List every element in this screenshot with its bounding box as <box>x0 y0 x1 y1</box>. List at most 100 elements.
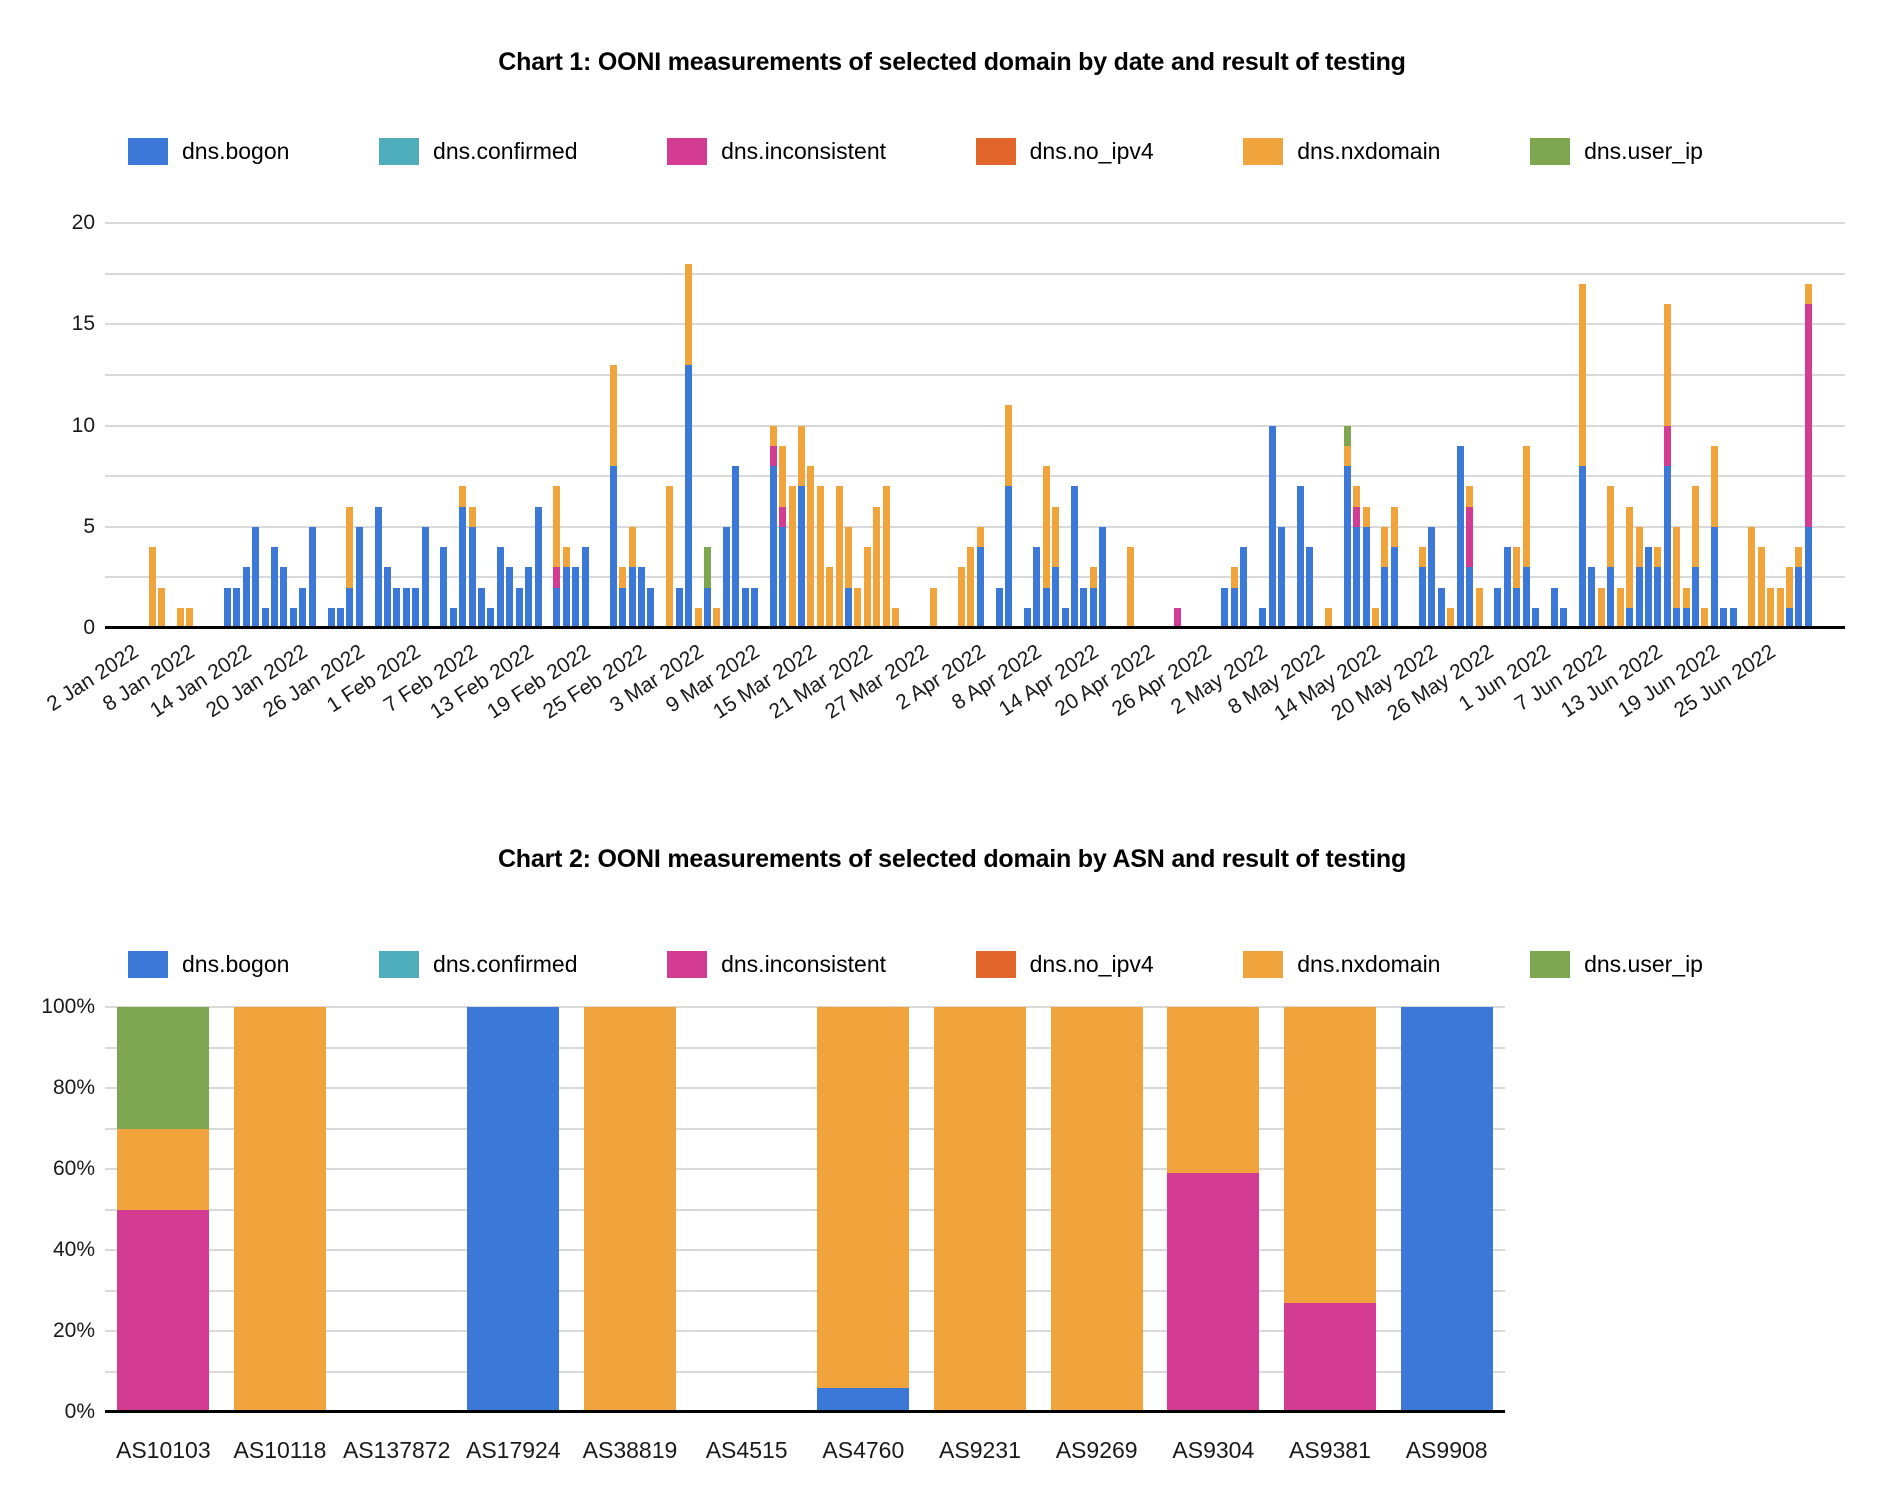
chart2-x-tick-AS10103: AS10103 <box>116 1437 211 1463</box>
dns.confirmed-swatch <box>379 950 420 978</box>
bar-segment-bogon <box>647 587 655 628</box>
bar-segment-bogon <box>280 567 288 628</box>
bar-segment-nxdomain <box>176 607 184 628</box>
gridline-y10 <box>105 424 1845 427</box>
bar-segment-nxdomain <box>1673 526 1681 608</box>
bar-segment-nxdomain <box>976 526 984 547</box>
bar-segment-bogon <box>1240 547 1248 628</box>
chart2-y-tick-20: 20% <box>52 1319 95 1342</box>
bar-segment-bogon <box>1466 567 1474 628</box>
bar-segment-bogon <box>1362 526 1370 628</box>
gridline-y2.5 <box>105 576 1845 579</box>
chart2-y-tick-0: 0% <box>64 1400 95 1423</box>
bar-segment-nxdomain <box>619 567 627 588</box>
chart1-y-tick-20: 20 <box>71 211 95 234</box>
bar-segment-inconsistent <box>1284 1302 1376 1412</box>
bar-segment-nxdomain <box>882 486 890 628</box>
bar-segment-bogon <box>1080 587 1088 628</box>
bar-segment-nxdomain <box>1710 445 1718 527</box>
dns.bogon-swatch <box>128 137 168 165</box>
bar-segment-nxdomain <box>1362 506 1370 527</box>
bar-segment-inconsistent <box>553 567 561 588</box>
gridline-y90pct <box>105 1046 1505 1049</box>
chart2-legend: dns.bogon dns.confirmed dns.inconsistent dn… <box>128 950 1703 978</box>
bar-segment-nxdomain <box>553 486 561 568</box>
bar-segment-bogon <box>609 466 617 628</box>
legend-label-dns.bogon: dns.bogon <box>182 137 290 164</box>
bar-segment-bogon <box>525 567 533 628</box>
bar-segment-nxdomain <box>1597 587 1605 628</box>
bar-segment-nxdomain <box>1513 547 1521 588</box>
bar-segment-nxdomain <box>459 486 467 507</box>
bar-segment-bogon <box>1503 547 1511 628</box>
dns.inconsistent-swatch <box>667 137 708 165</box>
bar-segment-nxdomain <box>1390 506 1398 547</box>
chart1-y-tick-10: 10 <box>71 413 95 437</box>
chart2-y-tick-60: 60% <box>52 1157 95 1180</box>
dns.user_ip-swatch <box>1530 950 1571 978</box>
bar-segment-user_ip <box>703 547 711 588</box>
bar-segment-nxdomain <box>892 607 900 628</box>
legend-item-dns.nxdomain: dns.nxdomain <box>1243 950 1440 978</box>
legend-item-dns.bogon: dns.bogon <box>128 950 289 978</box>
bar-segment-nxdomain <box>1005 405 1013 487</box>
bar-segment-bogon <box>1729 607 1737 628</box>
legend-label-dns.user_ip: dns.user_ip <box>1584 950 1703 977</box>
bar-segment-inconsistent <box>1466 506 1474 568</box>
bar-segment-bogon <box>1494 587 1502 628</box>
bar-segment-bogon <box>732 466 740 628</box>
chart2-x-axis-line <box>105 1410 1505 1413</box>
chart2-plot-area <box>105 1006 1505 1413</box>
chart2-x-tick-AS9269: AS9269 <box>1055 1437 1138 1463</box>
dns.inconsistent-swatch <box>667 950 708 978</box>
bar-segment-nxdomain <box>1691 486 1699 568</box>
bar-segment-bogon <box>440 547 448 628</box>
bar-segment-bogon <box>572 567 580 628</box>
chart2-x-tick-AS9231: AS9231 <box>939 1437 1021 1463</box>
legend-item-dns.no_ipv4: dns.no_ipv4 <box>975 950 1154 978</box>
bar-segment-bogon <box>1682 607 1690 628</box>
legend-label-dns.inconsistent: dns.inconsistent <box>721 950 887 977</box>
bar-segment-bogon <box>299 587 307 628</box>
bar-segment-bogon <box>1513 587 1521 628</box>
bar-segment-bogon <box>798 486 806 628</box>
bar-segment-bogon <box>271 547 279 628</box>
bar-segment-bogon <box>1306 547 1314 628</box>
bar-segment-nxdomain <box>1447 607 1455 628</box>
legend-item-dns.user_ip: dns.user_ip <box>1530 137 1703 165</box>
gridline-y20pct <box>105 1330 1505 1332</box>
bar-segment-nxdomain <box>788 486 796 628</box>
bar-segment-bogon <box>1663 466 1671 628</box>
gridline-y5 <box>105 525 1845 528</box>
dns.no_ipv4-swatch <box>975 950 1016 978</box>
dns.nxdomain-swatch <box>1243 137 1284 165</box>
gridline-y10pct <box>105 1370 1505 1373</box>
bar-segment-bogon <box>1635 567 1643 628</box>
bar-segment-bogon <box>412 587 420 628</box>
bar-segment-bogon <box>327 607 335 628</box>
chart2-x-tick-AS38819: AS38819 <box>582 1437 678 1463</box>
bar-segment-nxdomain <box>1795 547 1803 568</box>
bar-segment-bogon <box>336 607 344 628</box>
bar-segment-nxdomain <box>934 1007 1026 1412</box>
bar-segment-bogon <box>233 587 241 628</box>
bar-segment-nxdomain <box>234 1007 326 1412</box>
bar-segment-nxdomain <box>186 607 194 628</box>
bar-segment-bogon <box>638 567 646 628</box>
bar-segment-bogon <box>393 587 401 628</box>
bar-segment-bogon <box>374 506 382 628</box>
bar-segment-bogon <box>779 526 787 628</box>
bar-segment-nxdomain <box>816 486 824 628</box>
bar-segment-bogon <box>1052 567 1060 628</box>
bar-segment-bogon <box>478 587 486 628</box>
bar-segment-nxdomain <box>1167 1007 1260 1174</box>
bar-segment-inconsistent <box>779 506 787 527</box>
bar-segment-bogon <box>1419 567 1427 628</box>
bar-segment-nxdomain <box>158 587 166 628</box>
legend-item-dns.no_ipv4: dns.no_ipv4 <box>975 137 1154 165</box>
bar-segment-nxdomain <box>826 567 834 628</box>
legend-item-dns.inconsistent: dns.inconsistent <box>667 950 887 978</box>
legend-item-dns.confirmed: dns.confirmed <box>379 950 578 978</box>
bar-segment-nxdomain <box>346 506 354 588</box>
legend-label-dns.confirmed: dns.confirmed <box>433 950 578 977</box>
